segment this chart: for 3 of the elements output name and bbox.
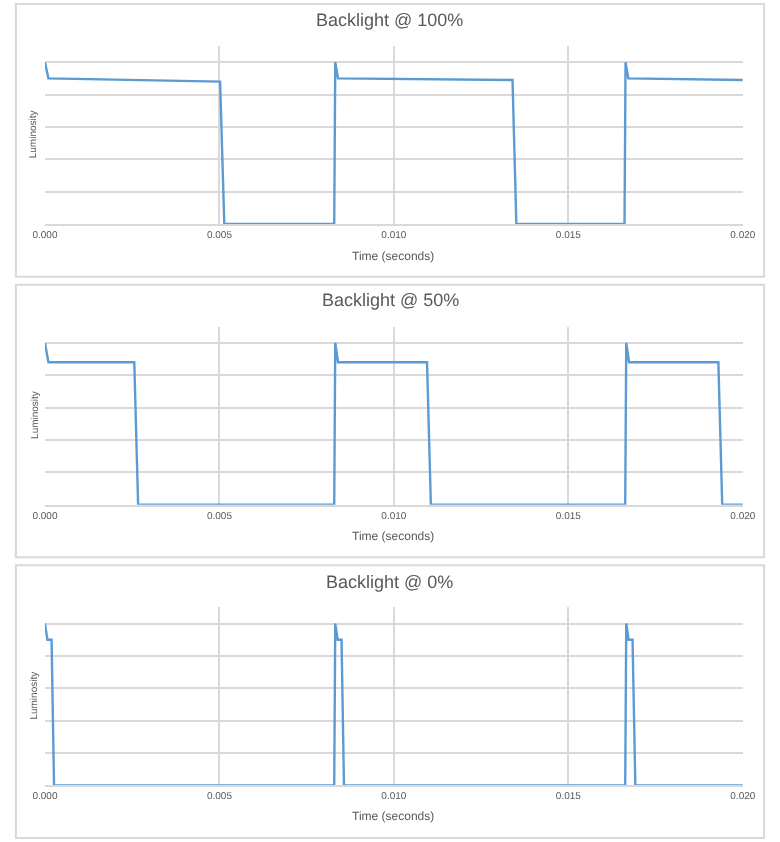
chart-title: Backlight @ 0% — [326, 572, 454, 592]
chart-title: Backlight @ 50% — [322, 290, 460, 310]
chart-title: Backlight @ 100% — [316, 10, 464, 30]
